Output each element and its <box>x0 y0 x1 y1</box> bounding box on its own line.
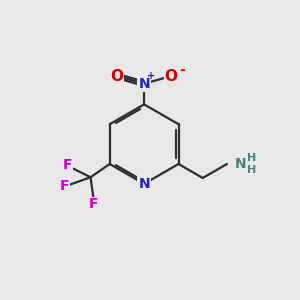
Text: F: F <box>89 197 98 211</box>
Text: N: N <box>138 77 150 91</box>
Text: N: N <box>234 157 246 171</box>
Text: O: O <box>110 69 124 84</box>
Text: N: N <box>138 177 150 191</box>
Text: O: O <box>165 69 178 84</box>
Text: F: F <box>63 158 72 172</box>
Text: H: H <box>247 166 256 176</box>
Text: F: F <box>60 179 69 193</box>
Text: -: - <box>179 63 185 76</box>
Text: H: H <box>247 152 256 163</box>
Text: +: + <box>146 71 155 81</box>
